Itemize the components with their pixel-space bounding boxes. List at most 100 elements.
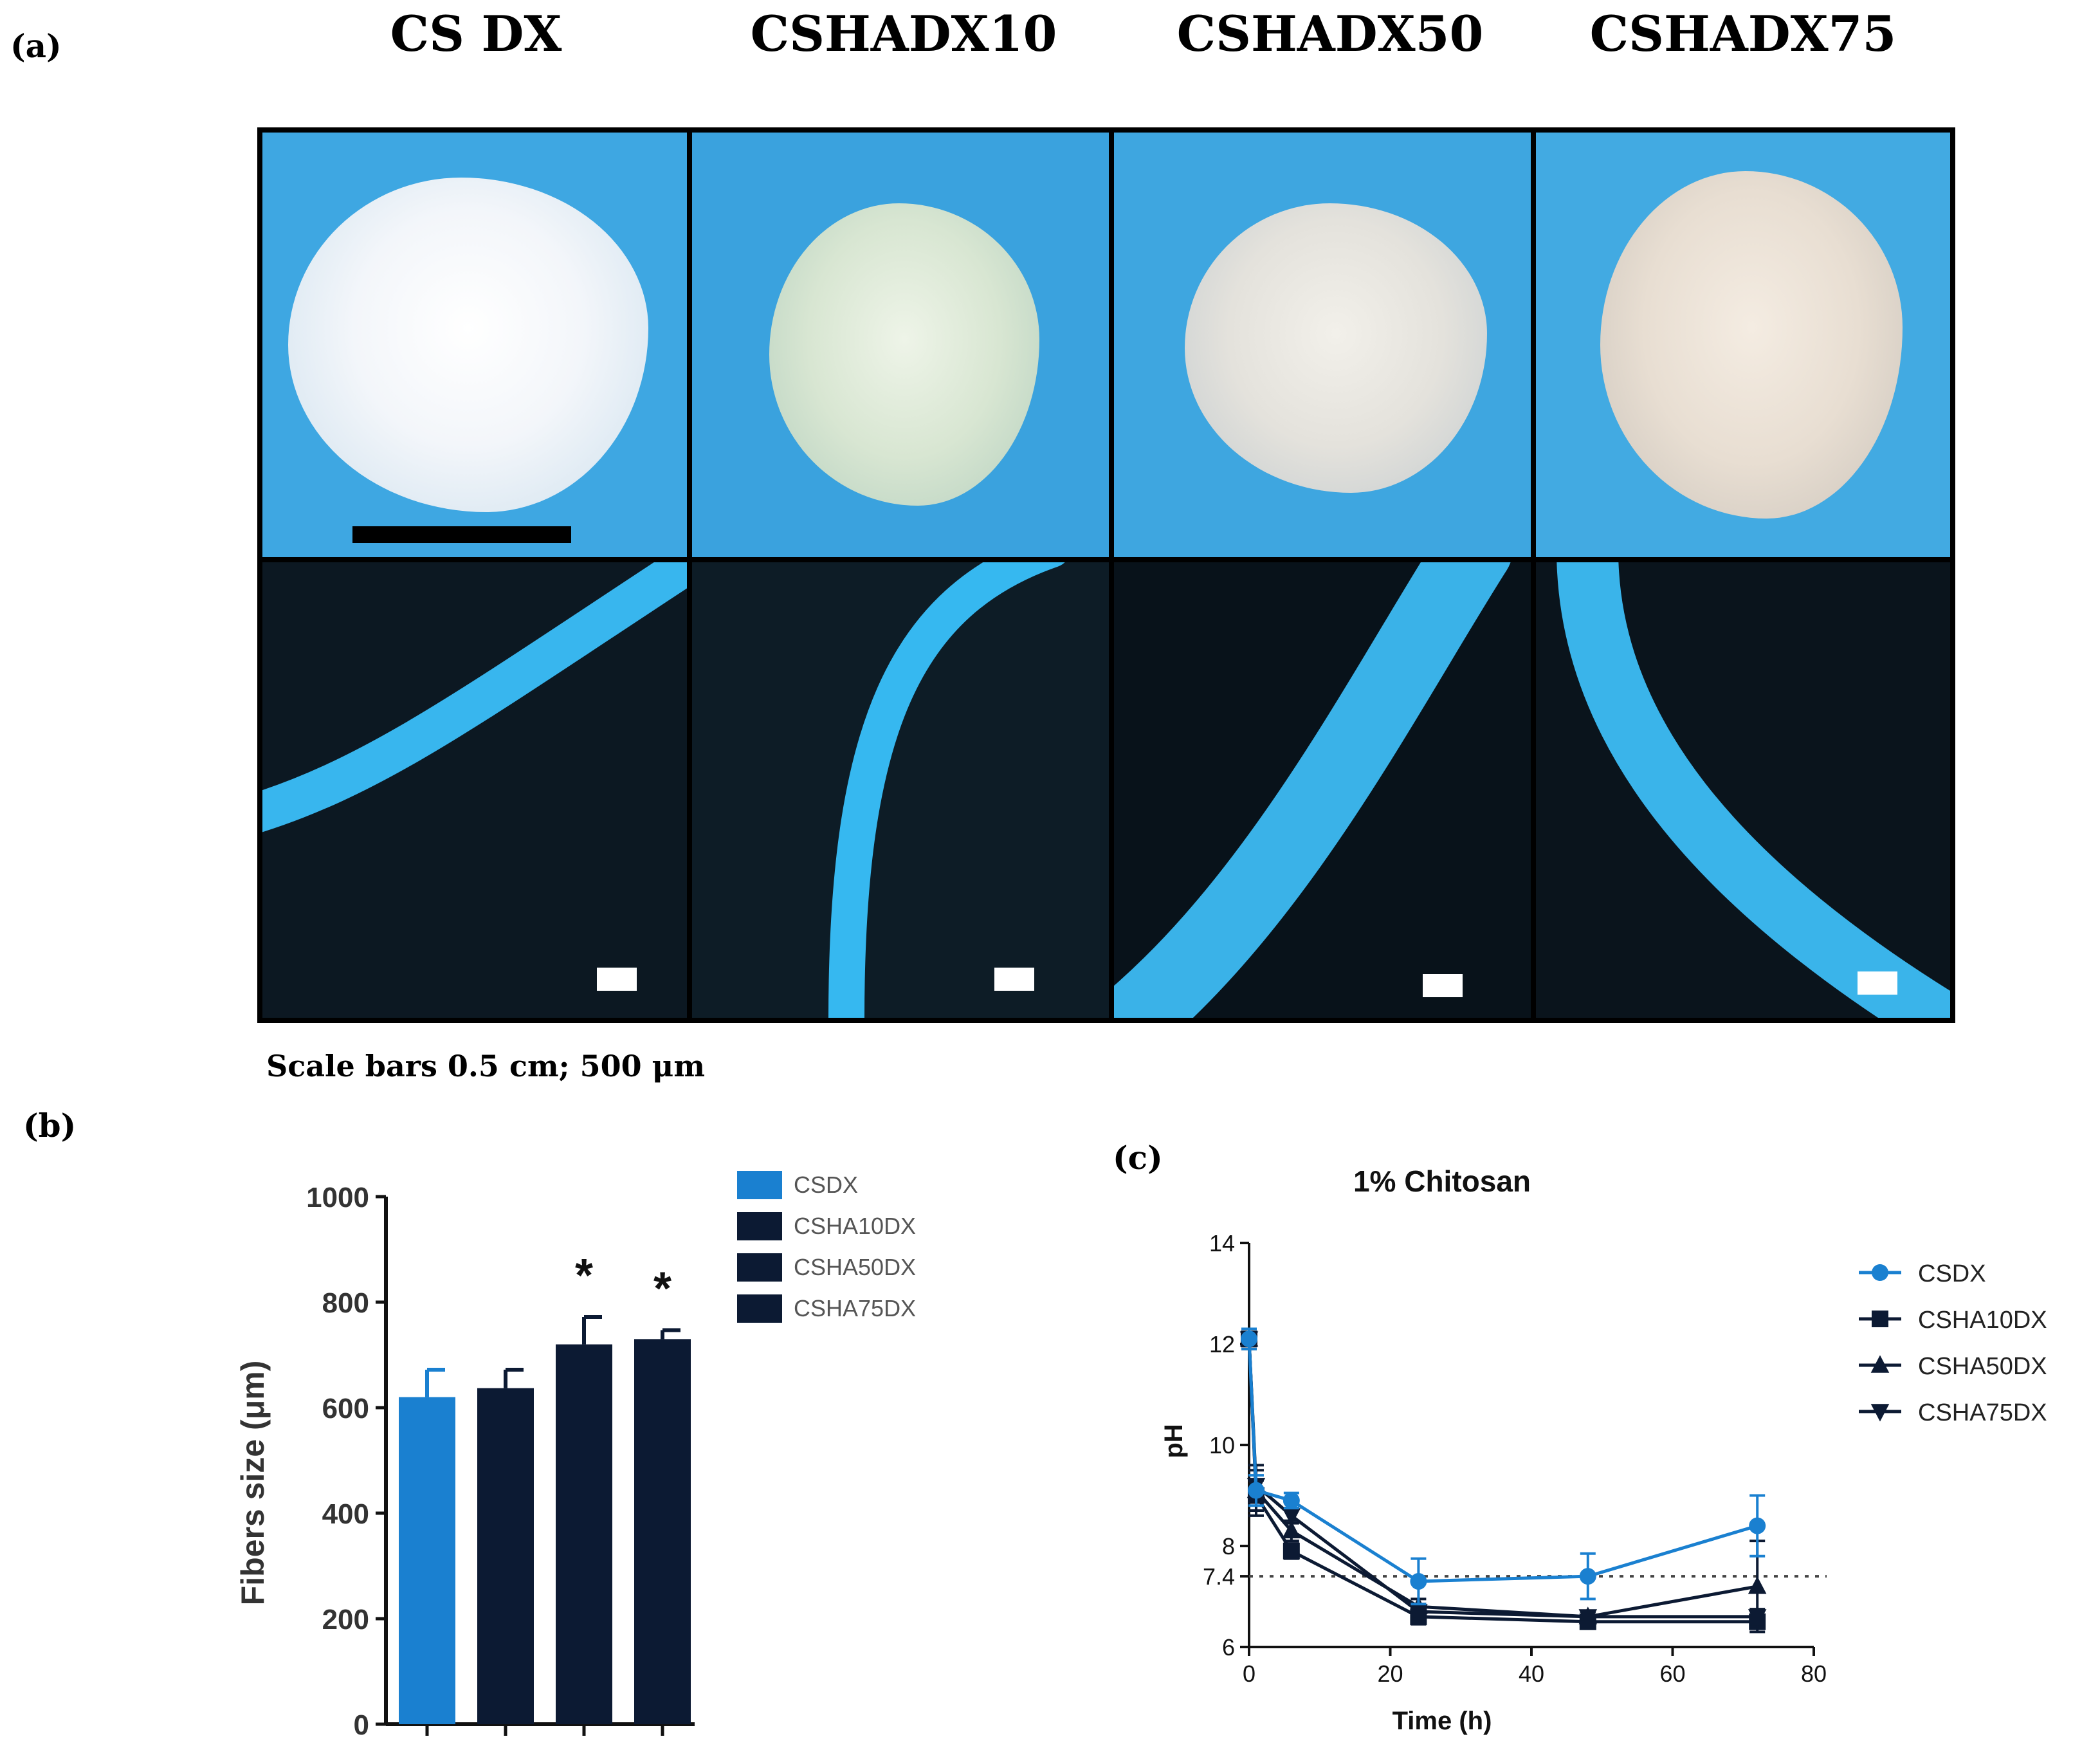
y-tick-label: 14 bbox=[1209, 1230, 1235, 1256]
legend-swatch bbox=[737, 1212, 782, 1240]
photo-cshadx10-fiber bbox=[692, 562, 1109, 1018]
panel-c-label: (c) bbox=[1113, 1139, 1163, 1177]
marker-square bbox=[1872, 1311, 1888, 1327]
legend-label: CSDX bbox=[1918, 1260, 1986, 1287]
column-title-csdx: CS DX bbox=[390, 5, 562, 62]
fiber-image bbox=[262, 562, 687, 833]
photo-cshadx75-macro bbox=[1536, 133, 1950, 557]
photo-cshadx10-macro bbox=[692, 133, 1109, 557]
series-csdx bbox=[1241, 1327, 1766, 1606]
x-tick-label: 40 bbox=[1519, 1661, 1544, 1687]
series-line bbox=[1247, 1339, 1758, 1619]
photo-csdx-macro bbox=[262, 133, 687, 557]
bar-csha10dx bbox=[477, 1388, 534, 1724]
bar-chart-ylabel: Fibers size (μm) bbox=[235, 1361, 271, 1606]
y-tick-label: 800 bbox=[322, 1287, 369, 1319]
line-chart-xlabel: Time (h) bbox=[1392, 1707, 1492, 1735]
column-title-cshadx75: CSHADX75 bbox=[1589, 5, 1897, 62]
line-chart-title: 1% Chitosan bbox=[1353, 1164, 1531, 1198]
marker-circle bbox=[1872, 1264, 1888, 1281]
y-tick-label: 10 bbox=[1209, 1432, 1235, 1458]
y-tick-label: 0 bbox=[354, 1709, 369, 1741]
legend-label: CSHA50DX bbox=[1918, 1353, 2047, 1380]
line-chart-series bbox=[1239, 1327, 1767, 1633]
legend-label: CSHA50DX bbox=[794, 1254, 916, 1280]
line-chart-legend: CSDX CSHA10DX CSHA50DX CSHA75DX bbox=[1859, 1260, 2047, 1426]
marker-triangle-down bbox=[1870, 1404, 1890, 1422]
y-tick-label: 400 bbox=[322, 1498, 369, 1530]
x-tick-label: 0 bbox=[1243, 1661, 1255, 1687]
marker-triangle-down bbox=[1748, 1609, 1767, 1627]
scale-bar-0-5cm bbox=[352, 526, 571, 543]
marker-circle bbox=[1247, 1482, 1265, 1499]
significance-marker: * bbox=[653, 1263, 671, 1314]
marker-triangle-up bbox=[1282, 1520, 1301, 1539]
series-csha75dx bbox=[1239, 1327, 1767, 1627]
bar-chart-legend: CSDX CSHA10DX CSHA50DX CSHA75DX bbox=[737, 1171, 916, 1323]
hydrogel-blob bbox=[769, 203, 1039, 506]
x-tick-label: 80 bbox=[1801, 1661, 1827, 1687]
scale-bar-500um bbox=[597, 968, 637, 991]
y-tick-label: 600 bbox=[322, 1393, 369, 1424]
hydrogel-blob bbox=[1185, 203, 1487, 493]
y-tick-label: 12 bbox=[1209, 1331, 1235, 1357]
fiber-image bbox=[828, 562, 1065, 1018]
y-tick-label: 6 bbox=[1222, 1634, 1235, 1661]
line-chart-ph: 1% Chitosan 6 7.4 8 10 12 14 0 20 40 60 80 CSDX CSH… bbox=[1160, 1164, 2047, 1735]
x-tick-label: 20 bbox=[1377, 1661, 1403, 1687]
legend-swatch bbox=[737, 1253, 782, 1282]
series-csha50dx bbox=[1239, 1327, 1767, 1633]
legend-swatch bbox=[737, 1171, 782, 1199]
legend-label: CSHA10DX bbox=[1918, 1307, 2047, 1334]
legend-swatch bbox=[737, 1294, 782, 1323]
column-title-cshadx10: CSHADX10 bbox=[750, 5, 1057, 62]
bar-csha75dx bbox=[634, 1339, 691, 1724]
fiber-image bbox=[1114, 562, 1511, 1018]
bar-chart-axes: 0 200 400 600 800 1000 bbox=[306, 1182, 695, 1741]
marker-triangle-down bbox=[1282, 1508, 1301, 1526]
photo-csdx-fiber bbox=[262, 562, 687, 1018]
scale-note: Scale bars 0.5 cm; 500 μm bbox=[266, 1049, 706, 1083]
y-tick-label: 1000 bbox=[306, 1182, 369, 1213]
y-tick-label: 200 bbox=[322, 1604, 369, 1635]
hydrogel-blob bbox=[1600, 171, 1903, 519]
legend-label: CSHA75DX bbox=[1918, 1399, 2047, 1426]
column-title-cshadx50: CSHADX50 bbox=[1176, 5, 1484, 62]
panel-b-label: (b) bbox=[23, 1107, 77, 1145]
marker-circle bbox=[1749, 1517, 1766, 1534]
fiber-image bbox=[1557, 562, 1950, 1018]
panel-a-label: (a) bbox=[10, 27, 62, 65]
marker-circle bbox=[1283, 1492, 1300, 1509]
legend-label: CSDX bbox=[794, 1172, 858, 1198]
significance-marker: * bbox=[575, 1250, 593, 1302]
line-chart-ylabel: pH bbox=[1160, 1424, 1188, 1458]
marker-triangle-down bbox=[1409, 1604, 1428, 1622]
bar-csha50dx bbox=[556, 1344, 612, 1724]
scale-bar-500um bbox=[994, 968, 1034, 991]
marker-circle bbox=[1579, 1568, 1596, 1585]
photo-cshadx50-fiber bbox=[1114, 562, 1531, 1018]
marker-triangle-down bbox=[1578, 1609, 1598, 1627]
photo-cshadx50-macro bbox=[1114, 133, 1531, 557]
marker-square bbox=[1283, 1542, 1300, 1559]
legend-label: CSHA75DX bbox=[794, 1295, 916, 1321]
scale-bar-500um bbox=[1858, 971, 1897, 995]
marker-circle bbox=[1410, 1572, 1427, 1590]
marker-triangle-up bbox=[1748, 1576, 1767, 1594]
bar-csdx bbox=[399, 1397, 455, 1724]
marker-circle bbox=[1241, 1330, 1257, 1348]
x-tick-label: 60 bbox=[1659, 1661, 1685, 1687]
y-tick-label: 8 bbox=[1222, 1533, 1235, 1559]
scale-bar-500um bbox=[1423, 974, 1463, 997]
photo-grid bbox=[257, 127, 1955, 1023]
y-tick-label: 7.4 bbox=[1203, 1563, 1235, 1590]
series-line bbox=[1247, 1339, 1758, 1583]
series-csha10dx bbox=[1241, 1327, 1766, 1630]
photo-cshadx75-fiber bbox=[1536, 562, 1950, 1018]
hydrogel-blob bbox=[288, 178, 648, 512]
legend-label: CSHA10DX bbox=[794, 1213, 916, 1239]
series-line bbox=[1247, 1339, 1758, 1619]
marker-triangle-up bbox=[1870, 1355, 1890, 1373]
bar-chart-bars: * * bbox=[399, 1250, 691, 1724]
